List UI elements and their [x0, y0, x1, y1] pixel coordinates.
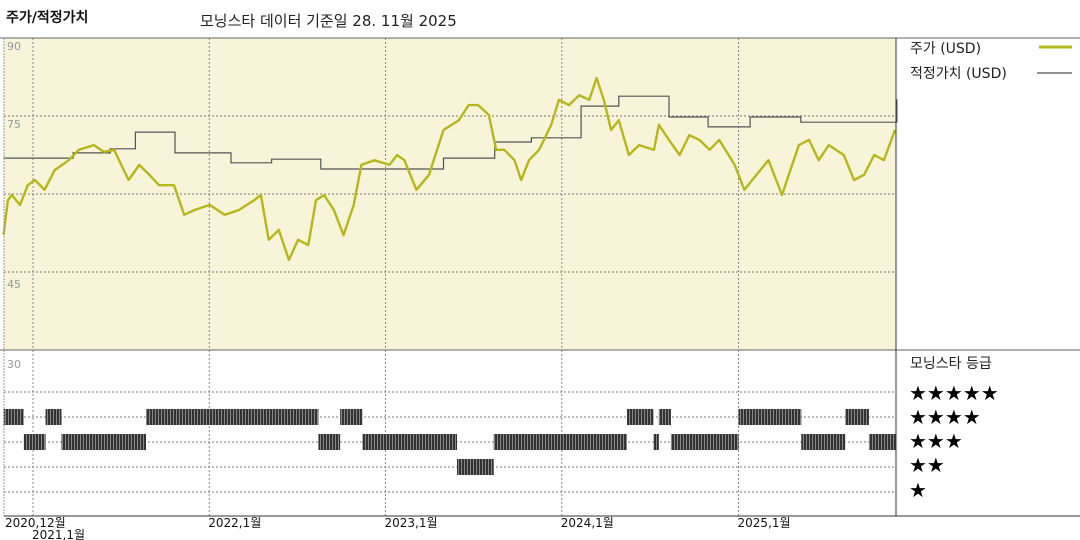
rating-bar-3-stars — [61, 434, 147, 450]
rating-bar-3-stars — [670, 434, 739, 450]
x-tick-label: 2020,12월 — [5, 516, 66, 530]
rating-legend-title: 모닝스타 등급 — [910, 356, 992, 372]
rating-legend-5-stars: ★★★★★ — [909, 381, 999, 405]
x-tick-label: 2022,1월 — [208, 516, 261, 530]
y-tick-label: 90 — [7, 40, 21, 53]
rating-bar-4-stars — [658, 409, 671, 425]
rating-legend-3-stars: ★★★ — [909, 429, 963, 453]
rating-legend-4-stars: ★★★★ — [909, 405, 981, 429]
rating-bar-3-stars — [362, 434, 458, 450]
rating-bar-4-stars — [3, 409, 24, 425]
rating-bar-3-stars — [318, 434, 341, 450]
x-tick-label: 2023,1월 — [385, 516, 438, 530]
rating-bar-4-stars — [340, 409, 363, 425]
rating-bar-3-stars — [801, 434, 846, 450]
fair-value-line — [3, 95, 898, 170]
legend-fair-value-label: 적정가치 (USD) — [910, 66, 1007, 82]
data-date: 모닝스타 데이터 기준일 28. 11월 2025 — [200, 12, 457, 30]
y-tick-label: 75 — [7, 118, 21, 131]
rating-bar-4-stars — [738, 409, 802, 425]
rating-bar-4-stars — [45, 409, 62, 425]
rating-bar-3-stars — [868, 434, 896, 450]
y-tick-label: 45 — [7, 278, 21, 291]
rating-bar-3-stars — [493, 434, 627, 450]
rating-bar-4-stars — [845, 409, 869, 425]
rating-legend-2-stars: ★★ — [909, 453, 945, 477]
y-tick-label: 30 — [7, 358, 21, 371]
legend-price-label: 주가 (USD) — [910, 41, 981, 57]
price-line — [2, 76, 897, 262]
rating-legend-1-star: ★ — [909, 478, 927, 502]
rating-bar-2-stars — [457, 459, 494, 475]
x-tick-label: 2025,1월 — [738, 516, 791, 530]
rating-bar-4-stars — [626, 409, 654, 425]
y-axis-labels: 90 75 45 30 — [7, 40, 21, 371]
x-tick-label: 2024,1월 — [561, 516, 614, 530]
rating-bars — [3, 409, 896, 475]
rating-bar-3-stars — [653, 434, 659, 450]
rating-bar-3-stars — [23, 434, 46, 450]
chart-title: 주가/적정가치 — [6, 9, 88, 26]
rating-bar-4-stars — [146, 409, 319, 425]
x-tick-label: 2021,1월 — [32, 528, 85, 540]
